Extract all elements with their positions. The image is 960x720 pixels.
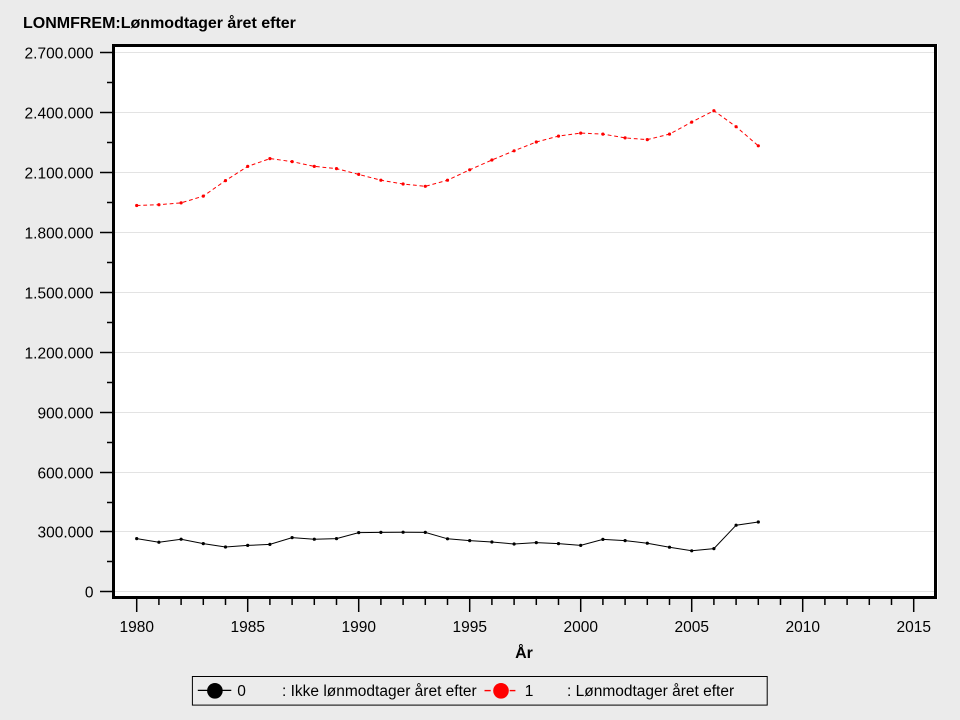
svg-text:2000: 2000 — [563, 619, 598, 636]
svg-text:1995: 1995 — [452, 619, 486, 636]
svg-text:År: År — [515, 643, 533, 662]
svg-text:2015: 2015 — [896, 619, 930, 636]
svg-text:1.200.000: 1.200.000 — [25, 345, 94, 362]
svg-text:0: 0 — [85, 584, 94, 601]
svg-text:: Ikke lønmodtager året efter: : Ikke lønmodtager året efter — [282, 683, 477, 700]
svg-text:2.100.000: 2.100.000 — [25, 165, 94, 182]
svg-text:1.800.000: 1.800.000 — [25, 225, 94, 242]
svg-text:2.700.000: 2.700.000 — [25, 45, 94, 62]
svg-text:900.000: 900.000 — [37, 405, 93, 422]
svg-text:300.000: 300.000 — [37, 524, 93, 541]
svg-text:1985: 1985 — [230, 619, 264, 636]
svg-text:1990: 1990 — [341, 619, 376, 636]
svg-text:2.400.000: 2.400.000 — [25, 105, 94, 122]
svg-text:: Lønmodtager året efter: : Lønmodtager året efter — [567, 683, 734, 700]
svg-text:2010: 2010 — [785, 619, 820, 636]
svg-text:1: 1 — [525, 683, 534, 700]
svg-text:600.000: 600.000 — [37, 465, 93, 482]
svg-text:2005: 2005 — [674, 619, 708, 636]
svg-text:LONMFREM:Lønmodtager året efte: LONMFREM:Lønmodtager året efter — [23, 14, 296, 32]
svg-text:0: 0 — [237, 683, 246, 700]
svg-text:1980: 1980 — [119, 619, 154, 636]
svg-text:1.500.000: 1.500.000 — [25, 285, 94, 302]
